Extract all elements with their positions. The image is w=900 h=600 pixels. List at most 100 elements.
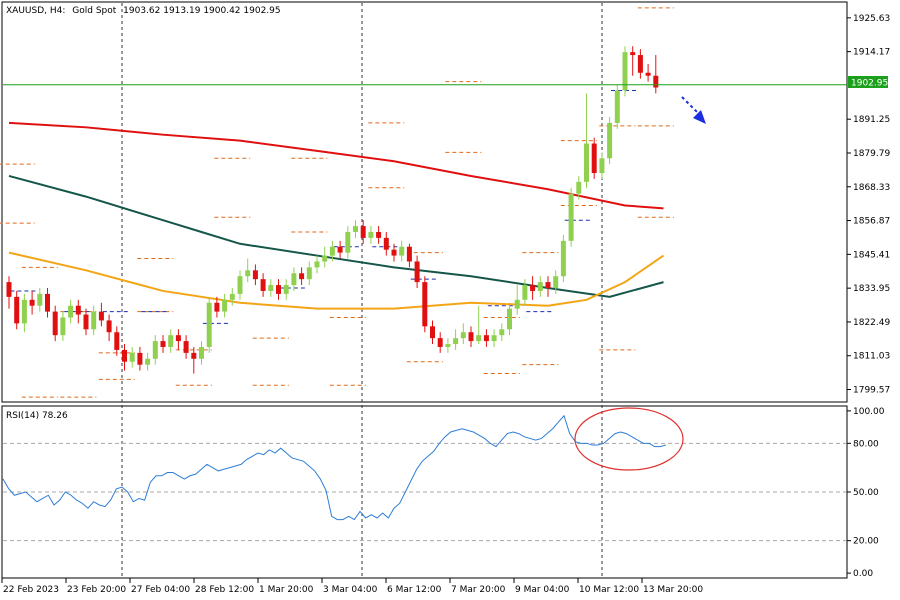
- time-tick-label-9: 10 Mar 12:00: [579, 585, 639, 595]
- candle-body: [60, 317, 66, 336]
- candle-body: [152, 341, 158, 359]
- candle-19: [152, 335, 158, 365]
- rsi-tick-label-0: 100.00: [853, 407, 885, 417]
- candle-body: [245, 270, 251, 277]
- candle-12: [98, 302, 104, 327]
- direction-arrow: [681, 96, 706, 124]
- candle-2: [21, 293, 27, 333]
- candle-body: [591, 143, 597, 174]
- candle-body: [283, 285, 289, 294]
- candle-body: [122, 349, 127, 362]
- time-tick-label-6: 6 Mar 12:00: [387, 585, 442, 595]
- candle-body: [530, 285, 536, 291]
- time-tick-label-4: 1 Mar 20:00: [259, 585, 314, 595]
- price-tick-label-8: 1822.49: [853, 318, 890, 328]
- candle-39: [306, 261, 312, 286]
- time-tick-label-5: 3 Mar 04:00: [323, 585, 378, 595]
- price-tick-label-6: 1845.41: [853, 250, 890, 260]
- candle-83: [645, 63, 651, 82]
- candle-body: [345, 231, 351, 253]
- candle-38: [299, 267, 305, 286]
- candle-42: [329, 240, 335, 262]
- candle-37: [291, 267, 297, 291]
- candle-body: [614, 90, 620, 123]
- candle-body: [322, 255, 328, 262]
- candle-63: [491, 329, 497, 347]
- candle-body: [637, 55, 643, 73]
- candle-30: [237, 270, 243, 300]
- candle-body: [406, 246, 412, 262]
- candle-body: [630, 52, 636, 56]
- candle-14: [114, 326, 120, 356]
- candle-body: [399, 246, 405, 256]
- candle-body: [276, 285, 281, 294]
- candle-body: [337, 246, 343, 253]
- candle-47: [368, 226, 374, 244]
- rsi-label: RSI(14) 78.26: [6, 411, 68, 421]
- candle-50: [391, 243, 397, 262]
- candle-body: [14, 296, 20, 324]
- candle-body: [383, 237, 389, 250]
- candle-body: [414, 261, 420, 283]
- time-tick-label-0: 22 Feb 2023: [3, 585, 59, 595]
- candle-body: [445, 344, 451, 347]
- rsi-series: [2, 414, 667, 521]
- candle-body: [75, 305, 81, 315]
- candle-body: [376, 231, 382, 238]
- candle-80: [622, 46, 628, 97]
- rsi-tick-label-2: 50.00: [853, 488, 879, 498]
- rsi-tick-label-4: 0.00: [853, 569, 873, 579]
- candle-body: [653, 75, 659, 88]
- candle-75: [584, 93, 589, 188]
- price-tick-label-0: 1925.63: [853, 14, 890, 24]
- rsi-guide-lines: [3, 442, 846, 542]
- pivot-levels: [0, 7, 674, 398]
- candle-body: [522, 285, 528, 300]
- candle-body: [645, 72, 651, 76]
- candle-53: [414, 255, 420, 289]
- rsi-axis: 100.00 80.00 50.00 20.00 0.00: [847, 407, 885, 579]
- candle-body: [260, 279, 266, 291]
- candle-body: [360, 226, 366, 238]
- main-panel-frame: [1, 1, 848, 403]
- candle-34: [268, 279, 274, 297]
- time-tick-label-3: 28 Feb 12:00: [195, 585, 254, 595]
- candle-24: [191, 346, 197, 374]
- candle-29: [229, 288, 235, 306]
- candle-32: [252, 264, 258, 286]
- candle-body: [68, 305, 74, 318]
- candle-body: [21, 299, 27, 324]
- candle-74: [576, 175, 582, 200]
- price-tick-label-10: 1799.57: [853, 386, 890, 396]
- candle-body: [214, 302, 220, 312]
- time-tick-label-10: 13 Mar 20:00: [643, 585, 703, 595]
- candle-body: [468, 332, 474, 342]
- candle-5: [45, 288, 50, 318]
- candle-body: [430, 326, 435, 339]
- rsi-highlight-circle: [574, 407, 684, 471]
- candle-64: [499, 323, 505, 342]
- candle-36: [283, 279, 289, 300]
- candle-7: [60, 311, 66, 342]
- candle-65: [507, 302, 512, 336]
- candle-body: [483, 335, 489, 342]
- candle-body: [422, 282, 428, 327]
- current-price-label: 1902.95: [851, 79, 888, 89]
- candle-45: [353, 220, 358, 238]
- candle-body: [137, 352, 143, 365]
- candle-body: [191, 352, 197, 359]
- rsi-line: [2, 414, 667, 521]
- candle-body: [499, 329, 505, 336]
- candle-body: [98, 311, 104, 321]
- candle-body: [299, 273, 305, 280]
- candle-body: [229, 293, 235, 300]
- time-tick-label-1: 23 Feb 20:00: [67, 585, 126, 595]
- candle-51: [399, 240, 405, 262]
- candle-body: [607, 122, 613, 159]
- candle-body: [314, 261, 320, 268]
- candle-59: [460, 323, 466, 345]
- candle-body: [183, 341, 189, 353]
- candle-body: [168, 335, 174, 347]
- candle-60: [468, 326, 474, 347]
